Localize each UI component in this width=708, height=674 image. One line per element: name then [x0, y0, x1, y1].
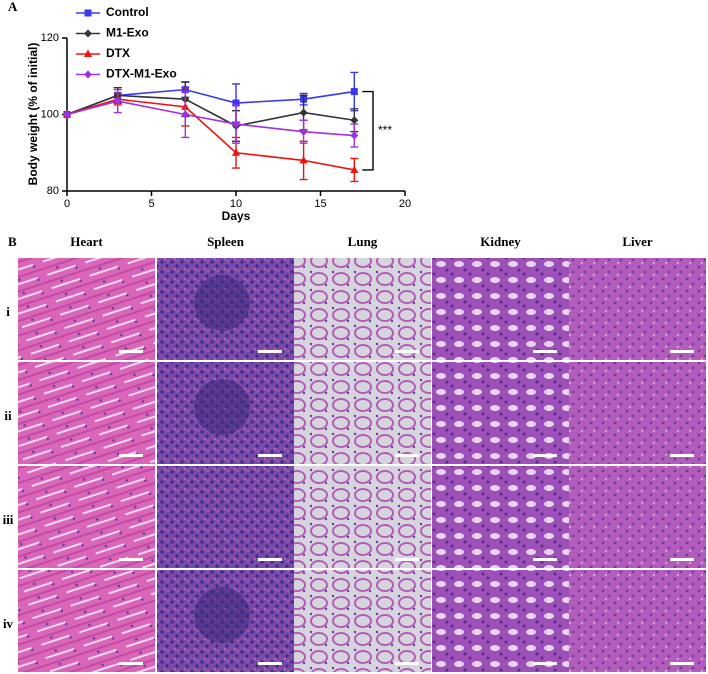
marker [232, 148, 240, 156]
scale-bar [533, 350, 557, 353]
scale-bar [670, 558, 694, 561]
legend-marker [84, 29, 92, 38]
histology-image [432, 258, 569, 360]
series-line [66, 100, 355, 137]
row-label: iv [3, 616, 14, 631]
histology-image [432, 466, 569, 568]
histology-image [569, 258, 706, 360]
scale-bar [119, 350, 143, 353]
histology-image [569, 570, 706, 672]
column-label: Heart [70, 234, 103, 249]
marker [350, 116, 359, 125]
y-axis-title: Body weight (% of initial) [26, 43, 40, 186]
histology-image [157, 466, 294, 568]
legend-label: DTX [106, 46, 130, 60]
scale-bar [670, 662, 694, 665]
column-label: Spleen [207, 234, 245, 249]
x-tick-label: 20 [399, 198, 411, 210]
histology-image [294, 570, 431, 672]
row-label: i [6, 304, 10, 319]
scale-bar [395, 662, 419, 665]
histology-image [18, 258, 155, 360]
panel-label: B [8, 234, 17, 249]
scale-bar [258, 662, 282, 665]
marker [350, 131, 359, 140]
scale-bar [258, 558, 282, 561]
histology-image [294, 362, 431, 464]
histology-image [18, 570, 155, 672]
tissue-region [194, 587, 250, 643]
scale-bar [670, 350, 694, 353]
marker [232, 120, 240, 129]
legend-marker [84, 9, 92, 17]
histology-image [294, 258, 431, 360]
marker [299, 127, 308, 136]
y-tick-label: 80 [47, 185, 59, 197]
scale-bar [119, 662, 143, 665]
marker [63, 110, 71, 119]
series-line [66, 94, 355, 127]
series-line [66, 98, 355, 171]
x-tick-label: 0 [64, 198, 70, 210]
scale-bar [119, 558, 143, 561]
x-axis-title: Days [222, 209, 251, 223]
histology-image [18, 362, 155, 464]
legend-label: M1-Exo [106, 26, 149, 40]
x-tick-label: 10 [230, 198, 242, 210]
marker [232, 99, 240, 107]
x-tick-label: 15 [314, 198, 326, 210]
significance-bracket [362, 90, 374, 171]
panel-label: A [8, 0, 18, 14]
legend-marker [84, 70, 92, 79]
histology-image [432, 570, 569, 672]
scale-bar [533, 454, 557, 457]
column-label: Lung [348, 234, 378, 249]
tissue-region [194, 379, 250, 435]
scale-bar [670, 454, 694, 457]
y-tick-label: 100 [41, 108, 59, 120]
scale-bar [533, 662, 557, 665]
marker [113, 97, 122, 106]
histology-image [294, 466, 431, 568]
histology-image [569, 466, 706, 568]
significance-label: *** [378, 123, 392, 137]
x-tick-label: 5 [148, 198, 154, 210]
tissue-region [194, 275, 250, 331]
column-label: Kidney [480, 234, 521, 249]
legend-marker [84, 49, 92, 57]
scale-bar [258, 454, 282, 457]
scale-bar [258, 350, 282, 353]
scale-bar [395, 350, 419, 353]
marker [299, 155, 308, 164]
scale-bar [395, 558, 419, 561]
legend-label: Control [106, 5, 149, 19]
marker [299, 108, 308, 117]
marker [350, 165, 359, 173]
histology-image [569, 362, 706, 464]
column-label: Liver [622, 234, 653, 249]
histology-image [18, 466, 155, 568]
scale-bar [395, 454, 419, 457]
histology-image [432, 362, 569, 464]
row-label: ii [4, 408, 12, 423]
legend-label: DTX-M1-Exo [106, 67, 177, 81]
scale-bar [533, 558, 557, 561]
scale-bar [119, 454, 143, 457]
marker [350, 88, 358, 96]
row-label: iii [3, 512, 14, 527]
y-tick-label: 120 [41, 32, 59, 44]
marker [181, 110, 190, 119]
